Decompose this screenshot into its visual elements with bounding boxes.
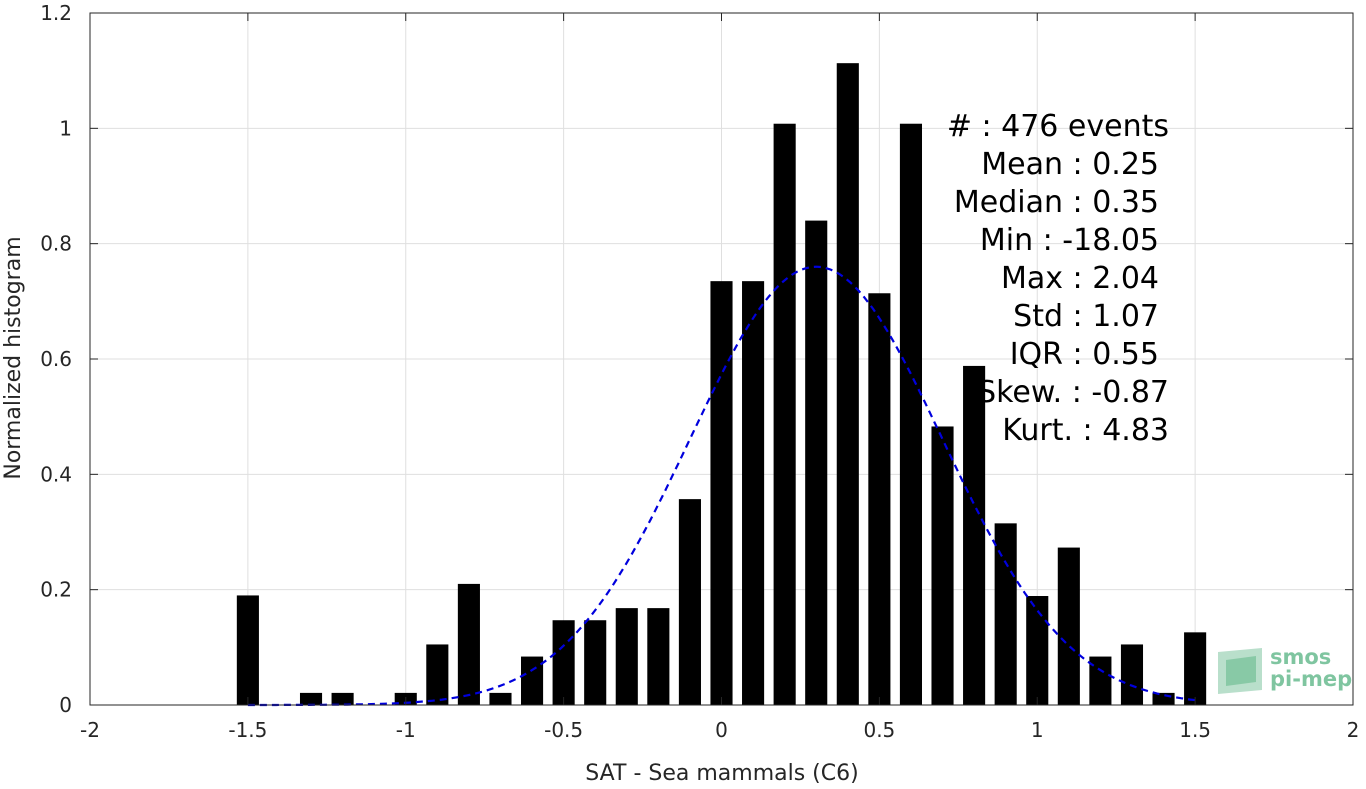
x-tick-label-2: -1: [396, 718, 416, 742]
bar-15: [773, 123, 796, 706]
bar-0: [236, 595, 259, 705]
x-tick-label-3: -0.5: [544, 718, 583, 742]
stats-line-6: IQR : 0.55: [1010, 337, 1159, 372]
bar-10: [615, 608, 638, 705]
stats-line-4: Max : 2.04: [1001, 261, 1159, 296]
stats-line-0: # : 476 events: [947, 109, 1169, 144]
y-tick-label-3: 0.6: [40, 347, 72, 371]
stats-line-8: Kurt. : 4.83: [1002, 413, 1169, 448]
y-tick-label-2: 0.4: [40, 462, 72, 486]
bar-8: [552, 620, 575, 705]
bar-28: [1184, 632, 1207, 705]
bar-2: [331, 692, 354, 705]
bars: [236, 63, 1207, 706]
y-tick-label-4: 0.8: [40, 232, 72, 256]
bar-13: [710, 281, 733, 705]
bar-21: [963, 365, 986, 705]
bar-7: [520, 656, 544, 705]
y-axis-label: Normalized histogram: [1, 236, 26, 479]
logo-graphic-inner-icon: [1226, 656, 1256, 686]
bar-4: [426, 644, 449, 705]
bar-22: [994, 523, 1017, 705]
bar-25: [1089, 656, 1112, 705]
bar-23: [1026, 596, 1049, 705]
stats-line-3: Min : -18.05: [980, 223, 1159, 258]
bar-26: [1120, 644, 1144, 705]
bar-1: [299, 692, 323, 705]
x-tick-label-4: 0: [715, 718, 728, 742]
stats-line-7: Skew. : -0.87: [977, 375, 1169, 410]
bar-9: [584, 620, 607, 705]
bar-16: [805, 220, 828, 705]
logo-text-line1: smos: [1270, 645, 1331, 669]
bar-27: [1152, 692, 1175, 705]
bar-18: [868, 293, 891, 705]
x-tick-label-1: -1.5: [228, 718, 267, 742]
bar-19: [899, 123, 923, 706]
x-tick-label-7: 1.5: [1179, 718, 1211, 742]
bar-17: [836, 63, 859, 706]
y-tick-label-1: 0.2: [40, 578, 72, 602]
tick-labels: -2 -1.5 -1 -0.5 0 0.5 1 1.5 2 0 0.2 0.4 0.6 0.8 1 1.2: [40, 1, 1359, 742]
stats-line-5: Std : 1.07: [1013, 299, 1159, 334]
x-axis-label: SAT - Sea mammals (C6): [585, 761, 858, 784]
bar-11: [647, 608, 670, 705]
bar-20: [931, 426, 954, 705]
y-tick-label-5: 1: [59, 116, 72, 140]
stats-line-2: Median : 0.35: [954, 185, 1159, 220]
logo-text-line2: pi-mep: [1270, 667, 1352, 691]
bar-12: [678, 499, 701, 705]
bar-5: [457, 583, 480, 705]
x-tick-label-5: 0.5: [863, 718, 895, 742]
y-tick-label-6: 1.2: [40, 1, 72, 25]
x-tick-label-8: 2: [1347, 718, 1360, 742]
bar-24: [1057, 547, 1080, 705]
x-tick-label-6: 1: [1031, 718, 1044, 742]
x-tick-label-0: -2: [80, 718, 100, 742]
y-tick-label-0: 0: [59, 693, 72, 717]
axes: [89, 12, 1354, 706]
stats-line-1: Mean : 0.25: [981, 147, 1159, 182]
bar-14: [742, 281, 765, 705]
bar-6: [489, 692, 512, 705]
